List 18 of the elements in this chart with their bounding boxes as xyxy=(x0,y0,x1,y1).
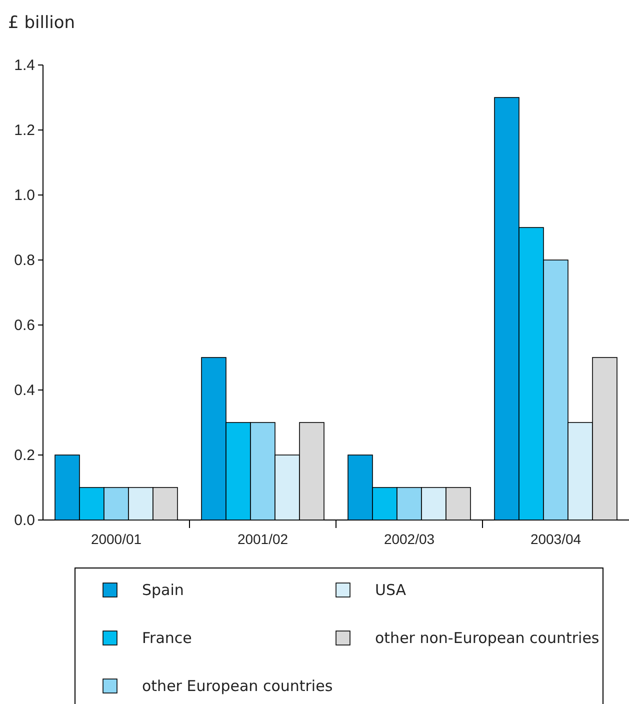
x-tick-label: 2000/01 xyxy=(90,530,142,547)
y-tick-label: 0.4 xyxy=(14,382,35,399)
y-tick-label: 0.2 xyxy=(14,446,35,464)
legend-label: other European countries xyxy=(142,677,333,695)
x-tick-label: 2001/02 xyxy=(237,530,288,547)
legend-label: France xyxy=(142,629,192,647)
y-tick-label: 0.6 xyxy=(14,316,35,334)
x-tick-label: 2002/03 xyxy=(384,530,435,547)
legend-label: USA xyxy=(375,581,407,599)
y-tick-label: 1.0 xyxy=(14,186,35,204)
y-tick-label: 0.0 xyxy=(14,512,35,529)
y-axis-title: £ billion xyxy=(8,13,76,33)
y-tick-label: 1.4 xyxy=(14,56,35,74)
y-tick-label: 1.2 xyxy=(14,122,35,139)
legend-label: Spain xyxy=(142,581,184,599)
y-tick-label: 0.8 xyxy=(14,252,35,269)
legend-label: other non-European countries xyxy=(375,629,600,647)
x-tick-label: 2003/04 xyxy=(530,530,582,547)
